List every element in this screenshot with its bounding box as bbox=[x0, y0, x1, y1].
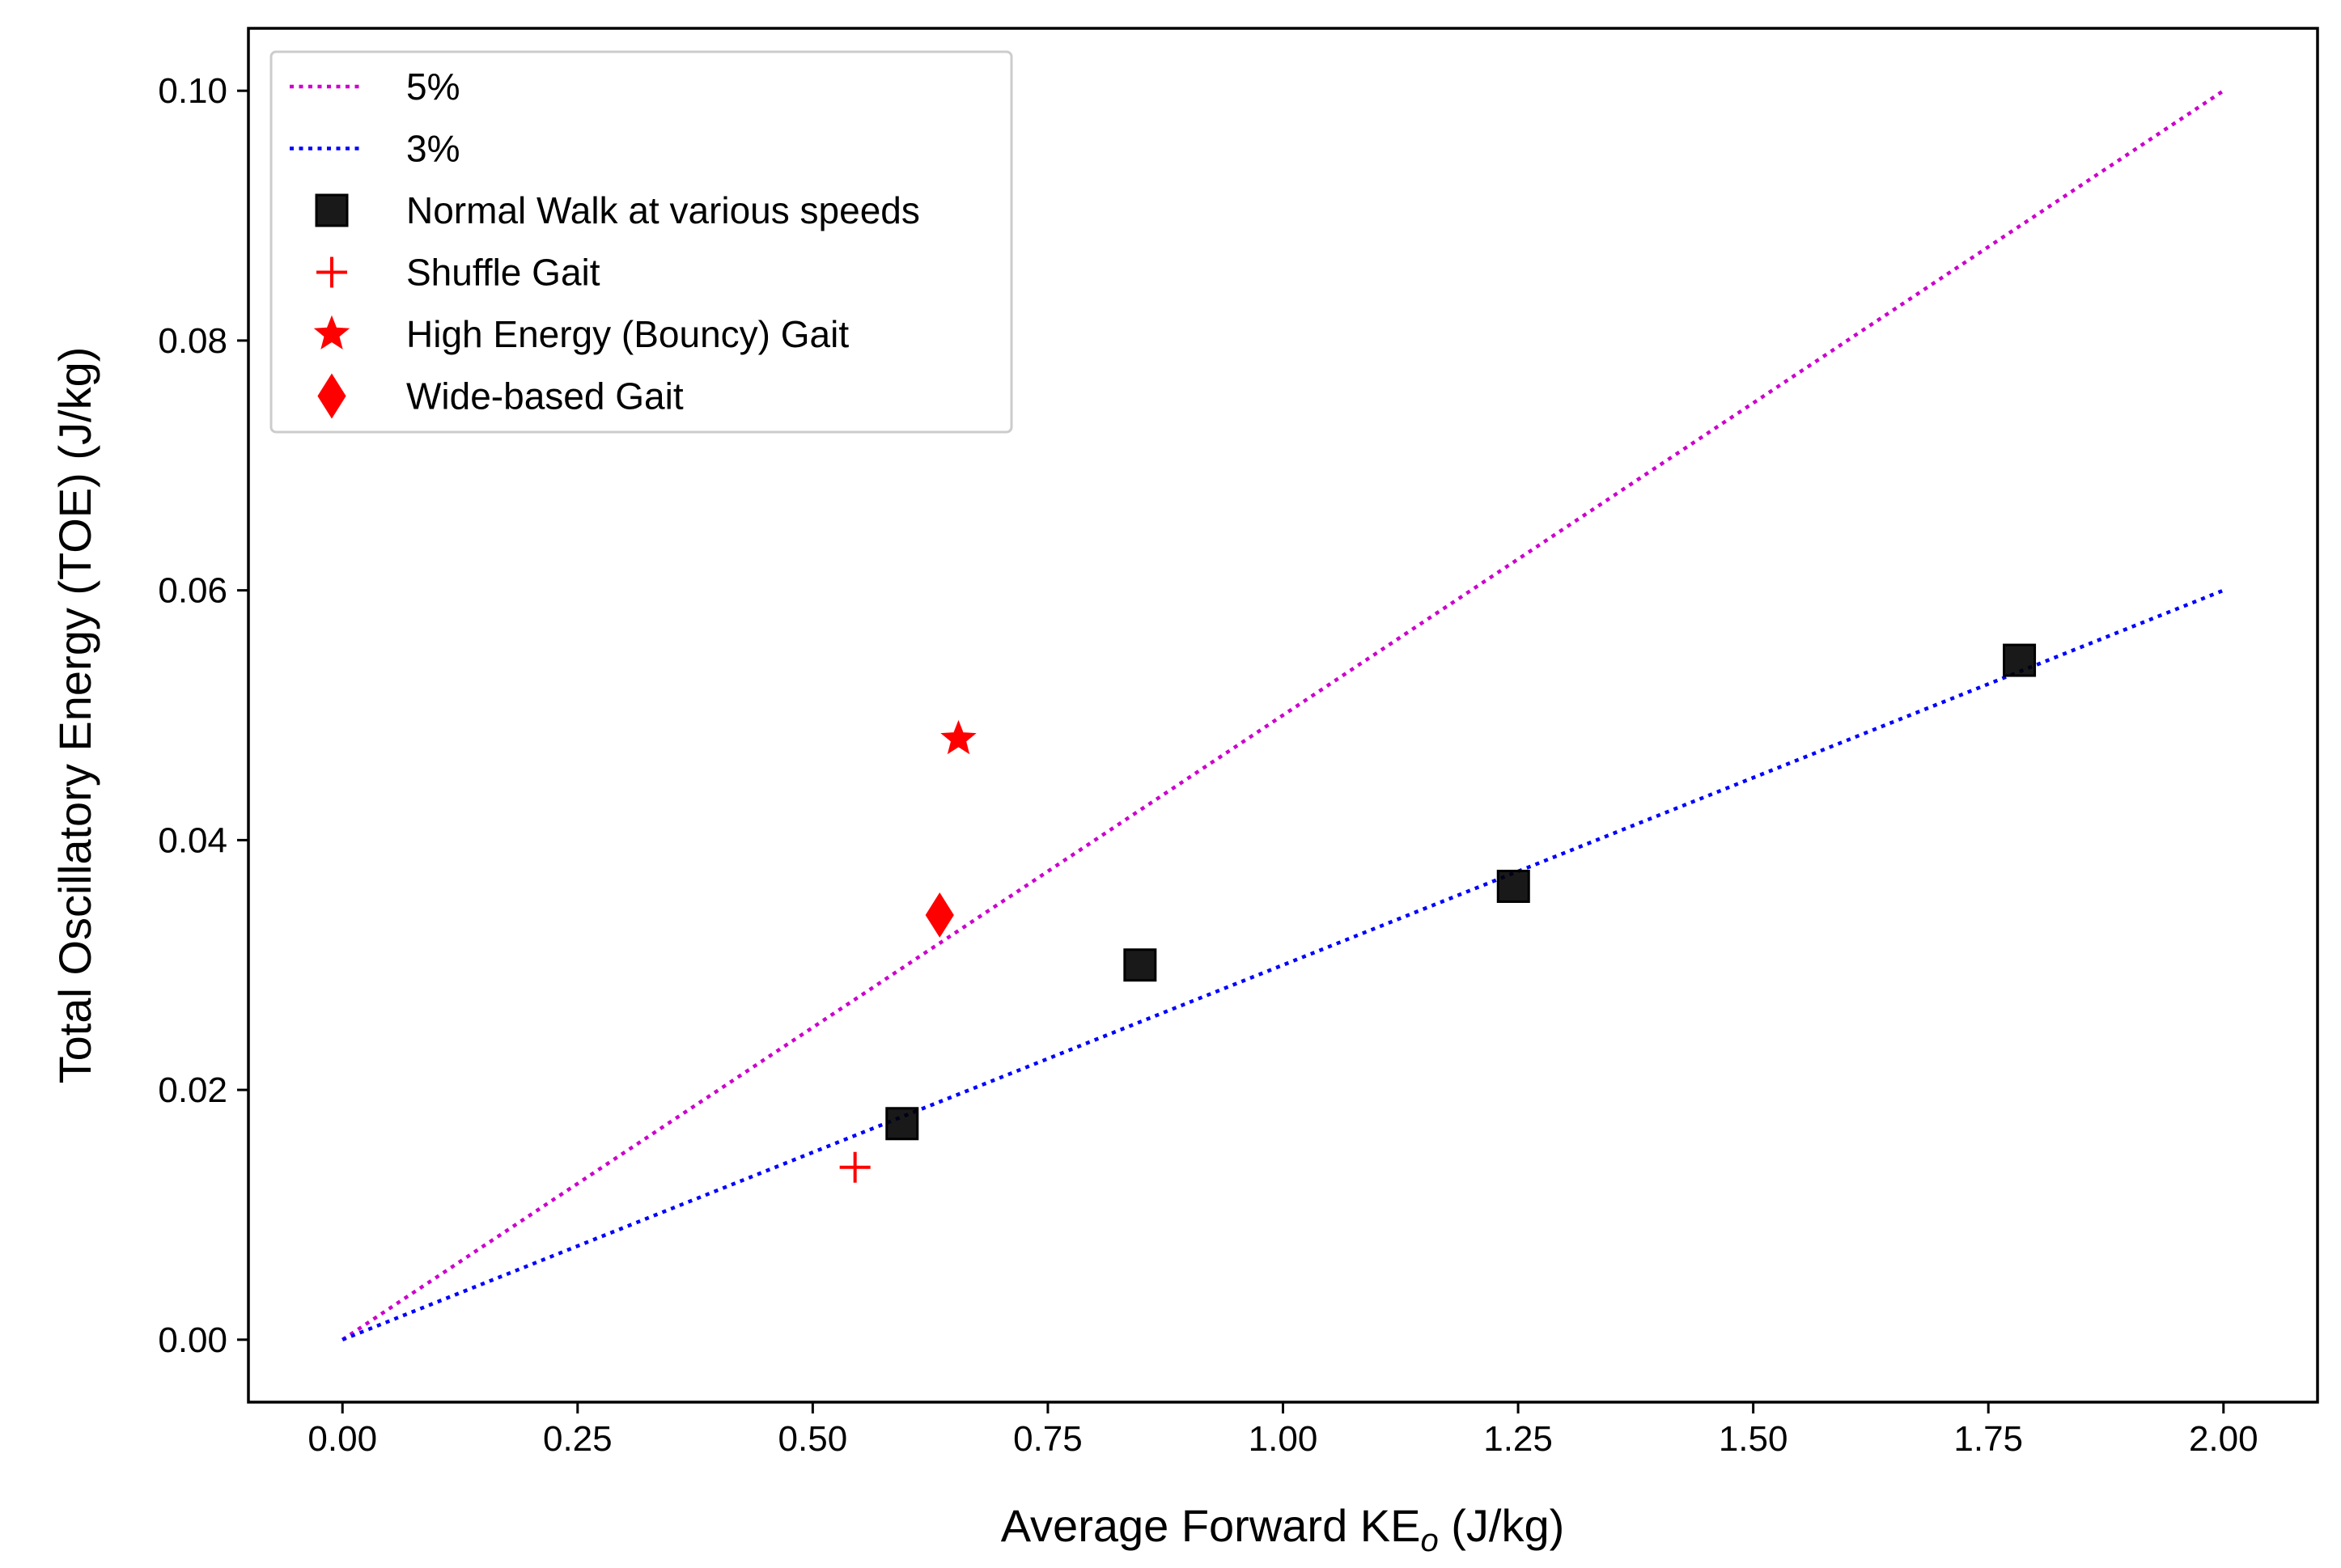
legend-label-shuffle-gait: Shuffle Gait bbox=[406, 252, 600, 294]
y-axis-ticks: 0.00 0.02 0.04 0.06 0.08 0.10 bbox=[158, 71, 248, 1360]
legend: 5% 3% Normal Walk at various speeds Shuffle… bbox=[269, 50, 1013, 434]
series-line-5 bbox=[341, 89, 2225, 1341]
legend-label-normal-walk-at-various-speeds: Normal Walk at various speeds bbox=[406, 189, 920, 231]
legend-swatch-wide-based-gait bbox=[317, 373, 346, 419]
x-tick-label-3: 0.50 bbox=[778, 1419, 848, 1459]
x-axis-label-main: Average Forward KE bbox=[1001, 1500, 1421, 1551]
x-tick-label-1: 0.00 bbox=[307, 1419, 377, 1459]
legend-box bbox=[269, 50, 1013, 434]
point-shuffle-gait-1 bbox=[839, 1151, 871, 1183]
x-axis-label-subscript: o bbox=[1420, 1523, 1438, 1558]
legend-swatch-shuffle-gait bbox=[316, 256, 347, 288]
point-normal-walk-at-various-speeds-4 bbox=[2003, 643, 2037, 677]
x-tick-label-2: 0.25 bbox=[543, 1419, 613, 1459]
y-tick-label-3: 0.04 bbox=[158, 820, 227, 860]
y-axis-label: Total Oscillatory Energy (TOE) (J/kg) bbox=[49, 347, 100, 1084]
x-tick-label-9: 2.00 bbox=[2189, 1419, 2258, 1459]
series-line-3 bbox=[341, 588, 2224, 1341]
point-normal-walk-at-various-speeds-1 bbox=[885, 1107, 919, 1141]
x-tick-label-8: 1.75 bbox=[1953, 1419, 2023, 1459]
y-tick-label-6: 0.10 bbox=[158, 71, 227, 111]
x-tick-label-6: 1.25 bbox=[1483, 1419, 1553, 1459]
x-tick-label-4: 0.75 bbox=[1013, 1419, 1083, 1459]
point-high-energy-bouncy-gait-1 bbox=[940, 719, 977, 755]
x-axis-ticks: 0.00 0.25 0.50 0.75 1.00 1.25 1.50 1.75 2.00 bbox=[307, 1402, 2258, 1459]
x-axis-label-unit: (J/kg) bbox=[1439, 1500, 1565, 1551]
legend-label-wide-based-gait: Wide-based Gait bbox=[406, 375, 684, 417]
y-tick-label-2: 0.02 bbox=[158, 1070, 227, 1110]
data-layer bbox=[341, 89, 2225, 1341]
legend-swatch-high-energy-bouncy-gait bbox=[313, 315, 350, 350]
y-tick-label-5: 0.08 bbox=[158, 321, 227, 361]
legend-label-5: 5% bbox=[406, 66, 460, 108]
y-tick-label-1: 0.00 bbox=[158, 1320, 227, 1360]
x-axis-label: Average Forward KEo (J/kg) bbox=[1001, 1500, 1565, 1558]
point-normal-walk-at-various-speeds-2 bbox=[1123, 948, 1157, 982]
x-tick-label-7: 1.50 bbox=[1719, 1419, 1788, 1459]
point-wide-based-gait-1 bbox=[925, 892, 954, 938]
x-tick-label-5: 1.00 bbox=[1249, 1419, 1318, 1459]
point-normal-walk-at-various-speeds-3 bbox=[1496, 869, 1530, 903]
legend-label-3: 3% bbox=[406, 128, 460, 170]
legend-swatch-normal-walk-at-various-speeds bbox=[315, 193, 349, 227]
legend-label-high-energy-bouncy-gait: High Energy (Bouncy) Gait bbox=[406, 313, 849, 355]
y-tick-label-4: 0.06 bbox=[158, 571, 227, 611]
